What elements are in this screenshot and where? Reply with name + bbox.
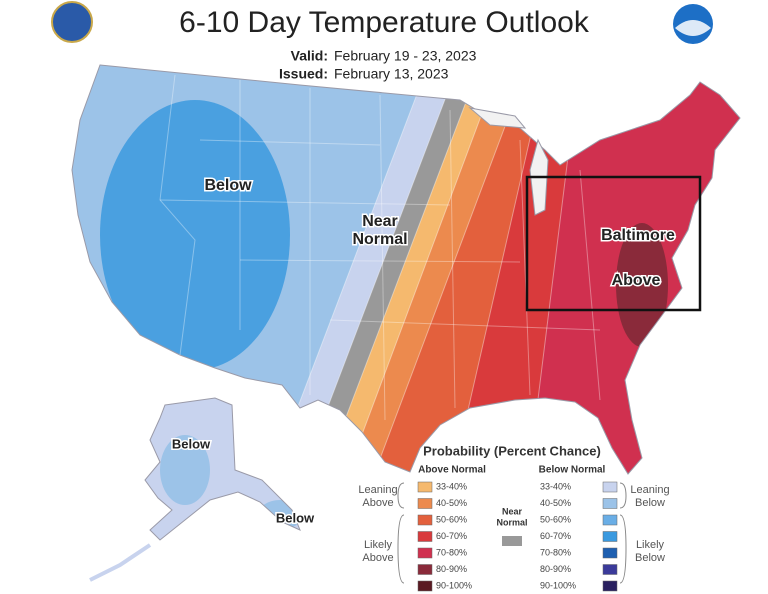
legend-swatch — [417, 514, 433, 526]
lake-superior — [468, 107, 527, 129]
legend-range: 60-70% — [436, 531, 467, 541]
legend-range: 33-40% — [436, 481, 467, 491]
valid-label: Valid: — [291, 48, 328, 64]
valid: February 19 - 23, 2023 — [334, 48, 477, 64]
legend-swatch — [602, 531, 618, 542]
legend-group: Above — [362, 497, 393, 509]
issued: February 13, 2023 — [334, 66, 449, 82]
legend-heading: Above Normal — [418, 465, 486, 476]
legend-range: 40-50% — [540, 498, 571, 508]
legend-swatch — [602, 564, 618, 575]
legend-range: 50-60% — [540, 514, 571, 524]
issued-label: Issued: — [279, 66, 328, 82]
legend-range: 40-50% — [436, 498, 467, 508]
legend-range: 80-90% — [540, 564, 571, 574]
alaska-outline — [144, 397, 301, 541]
legend-group: Below — [635, 497, 665, 509]
legend-swatch — [417, 547, 433, 559]
legend-range: 60-70% — [540, 531, 571, 541]
legend-swatch — [602, 498, 618, 509]
map-label: Normal — [352, 231, 407, 248]
map-label: Near — [362, 213, 398, 230]
highlight-box — [525, 175, 702, 312]
legend-swatch — [602, 481, 618, 493]
band — [100, 100, 290, 370]
legend-range: 70-80% — [436, 547, 467, 557]
legend-title: Probability (Percent Chance) — [423, 443, 601, 458]
commerce-seal — [51, 1, 93, 43]
legend-swatch — [417, 580, 433, 592]
legend-range: 80-90% — [436, 564, 467, 574]
near-normal-swatch — [502, 536, 522, 546]
legend-swatch — [602, 547, 618, 559]
legend-group: Near — [502, 506, 523, 516]
state-lines — [159, 74, 601, 421]
map-label: Above — [612, 272, 661, 289]
noaa-bird — [675, 20, 711, 36]
legend-range: 70-80% — [540, 547, 571, 557]
legend-swatch — [602, 580, 618, 592]
band — [616, 223, 668, 347]
legend-group: Likely — [636, 539, 665, 551]
legend-group: Below — [635, 552, 665, 564]
legend-swatch — [417, 531, 433, 542]
map-label: Baltimore — [601, 227, 675, 244]
legend-group: Leaning — [630, 484, 669, 496]
legend: Probability (Percent Chance) Above Norma… — [358, 443, 670, 592]
legend-range: 33-40% — [540, 481, 571, 491]
map-label: Below — [204, 177, 252, 194]
legend-swatch — [417, 498, 433, 509]
bracket — [619, 482, 627, 584]
legend-group: Leaning — [358, 484, 397, 496]
legend-range: 50-60% — [436, 514, 467, 524]
legend-swatch — [602, 514, 618, 526]
legend-range: 90-100% — [540, 580, 576, 590]
map-label: Below — [172, 436, 211, 451]
legend-group: Normal — [496, 517, 527, 527]
alaska-outlook — [145, 398, 300, 540]
legend-swatch — [417, 481, 433, 493]
legend-range: 90-100% — [436, 580, 472, 590]
bracket — [397, 482, 405, 584]
map-label: Below — [276, 510, 315, 525]
legend-group: Likely — [364, 539, 393, 551]
aleutians — [89, 543, 152, 582]
title: 6-10 Day Temperature Outlook — [179, 6, 590, 39]
legend-heading: Below Normal — [539, 465, 606, 476]
legend-swatch — [417, 564, 433, 575]
legend-group: Above — [362, 552, 393, 564]
us-outline — [71, 64, 741, 475]
